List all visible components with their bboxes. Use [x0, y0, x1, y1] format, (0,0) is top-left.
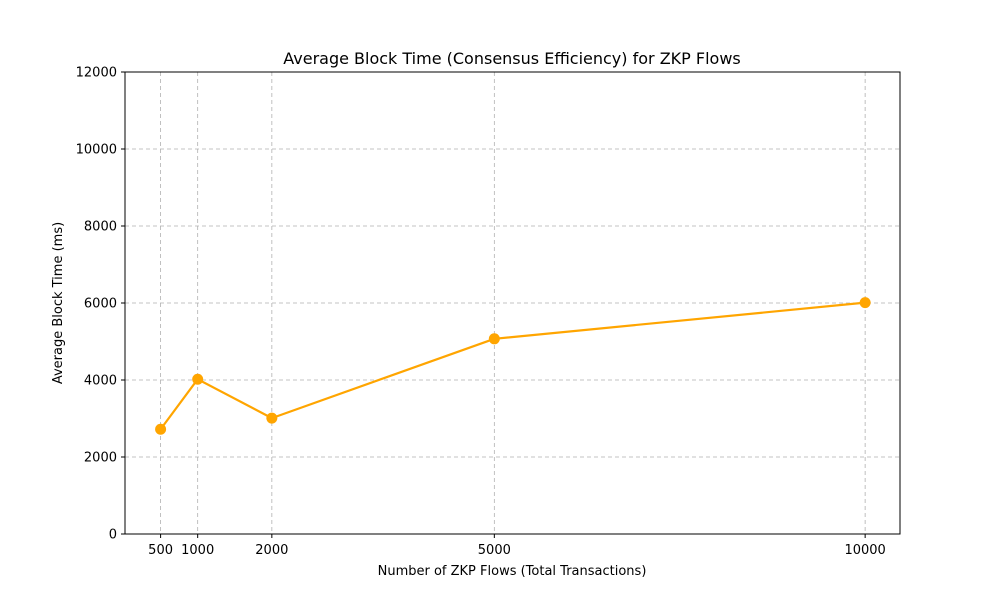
- data-point: [266, 412, 278, 424]
- x-tick-label: 10000: [844, 543, 885, 558]
- series-line: [159, 301, 866, 430]
- x-axis-label: Number of ZKP Flows (Total Transactions): [378, 564, 647, 579]
- x-tick-label: 1000: [181, 543, 214, 558]
- data-point: [859, 297, 871, 309]
- data-point: [488, 333, 500, 345]
- series-layer: [155, 297, 871, 435]
- y-axis-label: Average Block Time (ms): [51, 222, 66, 384]
- y-tick-label: 8000: [84, 220, 117, 235]
- data-point: [192, 373, 204, 385]
- x-tick-label: 500: [148, 543, 173, 558]
- grid-lines: [125, 71, 900, 535]
- y-tick-label: 4000: [84, 374, 117, 389]
- y-tick-label: 10000: [76, 143, 117, 158]
- y-tick-label: 12000: [76, 66, 117, 81]
- y-tick-label: 0: [109, 528, 117, 543]
- chart-title: Average Block Time (Consensus Efficiency…: [283, 49, 740, 68]
- data-point: [155, 423, 167, 435]
- y-tick-label: 2000: [84, 451, 117, 466]
- x-tick-label: 2000: [255, 543, 288, 558]
- x-tick-label: 5000: [478, 543, 511, 558]
- y-tick-label: 6000: [84, 297, 117, 312]
- axis-ticks: 500 1000 2000 5000 10000 0 2000 4000 6000 8000 100…: [76, 66, 886, 559]
